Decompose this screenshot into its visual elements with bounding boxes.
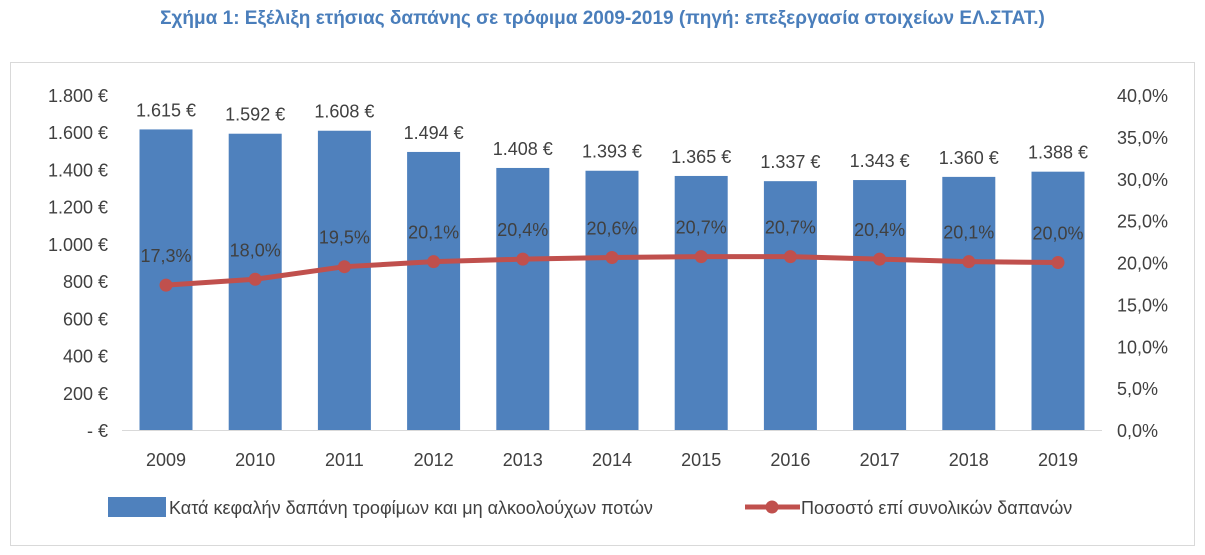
left-axis-tick: 1.800 € bbox=[48, 86, 108, 106]
bar bbox=[763, 181, 817, 430]
right-axis-tick: 15,0% bbox=[1117, 295, 1168, 315]
left-axis-tick: 200 € bbox=[63, 384, 108, 404]
line-marker bbox=[248, 272, 262, 286]
line-data-label: 20,4% bbox=[497, 220, 548, 240]
bar-data-label: 1.343 € bbox=[850, 151, 910, 171]
left-axis-tick: 1.600 € bbox=[48, 123, 108, 143]
x-axis-tick: 2009 bbox=[146, 450, 186, 470]
left-axis-tick: - € bbox=[87, 421, 108, 441]
line-marker bbox=[783, 250, 797, 264]
line-marker bbox=[873, 252, 887, 266]
line-data-label: 20,6% bbox=[586, 218, 637, 238]
bar bbox=[317, 130, 371, 430]
x-axis-tick: 2017 bbox=[860, 450, 900, 470]
left-axis-tick: 800 € bbox=[63, 272, 108, 292]
line-marker bbox=[159, 278, 173, 292]
bar-data-label: 1.608 € bbox=[314, 102, 374, 122]
bar-data-label: 1.388 € bbox=[1028, 143, 1088, 163]
legend-line-label: Ποσοστό επί συνολικών δαπανών bbox=[801, 498, 1072, 518]
x-axis-tick: 2015 bbox=[681, 450, 721, 470]
line-data-label: 20,1% bbox=[408, 223, 459, 243]
x-axis-tick: 2013 bbox=[503, 450, 543, 470]
bar bbox=[585, 170, 639, 430]
line-marker bbox=[427, 255, 441, 269]
line-data-label: 19,5% bbox=[319, 228, 370, 248]
line-data-label: 20,4% bbox=[854, 220, 905, 240]
x-axis-tick: 2018 bbox=[949, 450, 989, 470]
bar-data-label: 1.615 € bbox=[136, 100, 196, 120]
chart-title: Σχήμα 1: Εξέλιξη ετήσιας δαπάνης σε τρόφ… bbox=[160, 8, 1045, 29]
right-axis-tick: 40,0% bbox=[1117, 86, 1168, 106]
left-axis-tick: 1.400 € bbox=[48, 160, 108, 180]
right-axis-tick: 20,0% bbox=[1117, 254, 1168, 274]
bar-data-label: 1.360 € bbox=[939, 148, 999, 168]
line-marker bbox=[516, 252, 530, 266]
bar-data-label: 1.494 € bbox=[404, 123, 464, 143]
right-axis-tick: 10,0% bbox=[1117, 337, 1168, 357]
left-axis-tick: 1.200 € bbox=[48, 198, 108, 218]
x-axis-tick: 2019 bbox=[1038, 450, 1078, 470]
bar bbox=[407, 151, 461, 430]
line-data-label: 17,3% bbox=[140, 246, 191, 266]
left-axis-tick: 600 € bbox=[63, 309, 108, 329]
right-axis-tick: 35,0% bbox=[1117, 128, 1168, 148]
x-axis-tick: 2014 bbox=[592, 450, 632, 470]
right-axis-tick: 30,0% bbox=[1117, 170, 1168, 190]
x-axis-tick: 2012 bbox=[414, 450, 454, 470]
right-axis-tick: 0,0% bbox=[1117, 421, 1158, 441]
right-axis-tick: 5,0% bbox=[1117, 379, 1158, 399]
bar bbox=[496, 167, 550, 430]
line-data-label: 20,7% bbox=[765, 218, 816, 238]
line-marker bbox=[1051, 256, 1065, 269]
legend-line-marker bbox=[765, 500, 779, 514]
x-axis-tick: 2016 bbox=[770, 450, 810, 470]
bar bbox=[853, 180, 907, 430]
line-marker bbox=[605, 250, 619, 264]
x-axis-tick: 2010 bbox=[235, 450, 275, 470]
line-data-label: 20,0% bbox=[1032, 224, 1083, 244]
bar bbox=[1031, 171, 1085, 430]
line-marker bbox=[694, 250, 708, 264]
line-data-label: 20,7% bbox=[676, 218, 727, 238]
line-marker bbox=[337, 260, 351, 274]
bar bbox=[674, 175, 728, 430]
bar-data-label: 1.393 € bbox=[582, 142, 642, 162]
legend-bar-swatch bbox=[108, 497, 166, 517]
line-marker bbox=[962, 255, 976, 269]
bar-data-label: 1.408 € bbox=[493, 139, 553, 159]
left-axis-tick: 1.000 € bbox=[48, 235, 108, 255]
legend-bar-label: Κατά κεφαλήν δαπάνη τροφίμων και μη αλκο… bbox=[169, 498, 653, 518]
left-axis-tick: 400 € bbox=[63, 347, 108, 367]
bar-data-label: 1.365 € bbox=[671, 147, 731, 167]
right-axis-tick: 25,0% bbox=[1117, 212, 1168, 232]
x-axis-tick: 2011 bbox=[325, 450, 364, 470]
bar-data-label: 1.592 € bbox=[225, 105, 285, 125]
line-data-label: 18,0% bbox=[230, 240, 281, 260]
bar-data-label: 1.337 € bbox=[760, 152, 820, 172]
bar bbox=[942, 176, 996, 430]
line-data-label: 20,1% bbox=[943, 223, 994, 243]
